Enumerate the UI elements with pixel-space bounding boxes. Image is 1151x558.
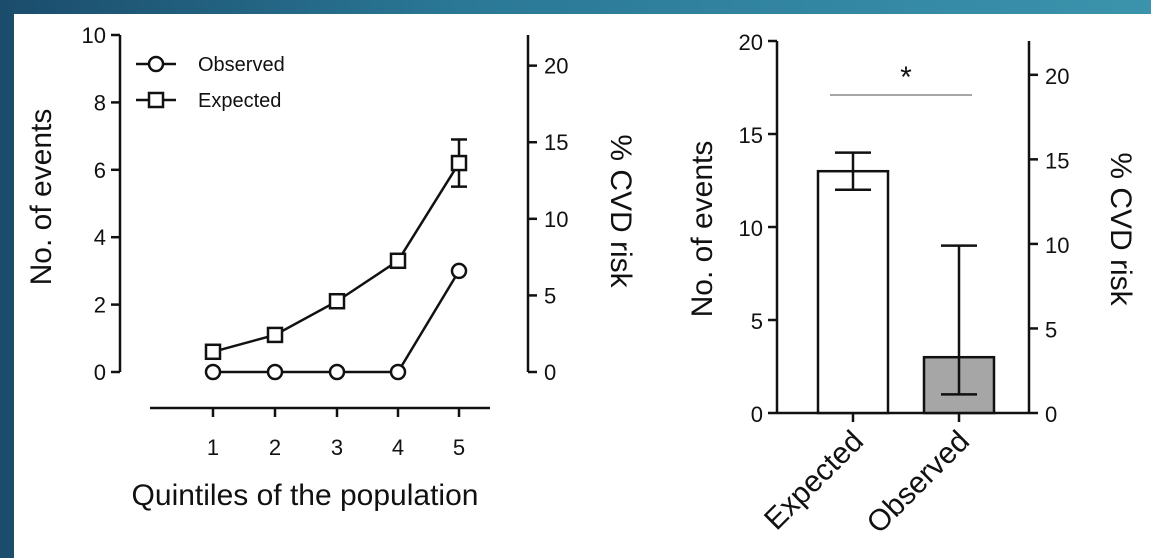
- left-chart-right-y-tick-label: 20: [544, 54, 568, 79]
- legend-label-expected: Expected: [198, 90, 281, 112]
- left-x-axis-title: Quintiles of the population: [132, 479, 479, 512]
- right-chart-y-tick-label: 20: [739, 30, 763, 55]
- data-point-expected: [266, 326, 284, 344]
- legend-label-observed: Observed: [198, 54, 285, 76]
- data-point-expected: [450, 154, 468, 172]
- left-chart-right-y-tick-label: 10: [544, 207, 568, 232]
- right-chart-y-tick-label: 10: [739, 216, 763, 241]
- data-point-expected: [389, 252, 407, 270]
- right-chart-right-y-tick-label: 20: [1045, 64, 1069, 89]
- series-line-expected: [212, 162, 461, 353]
- left-x-tick-label: 4: [392, 435, 404, 460]
- left-y-tick-label: 0: [94, 360, 106, 385]
- bar-expected: [816, 169, 890, 415]
- right-chart-y-tick-label: 5: [751, 309, 763, 334]
- data-point-expected: [204, 343, 222, 361]
- right-chart-right-y-tick-label: 15: [1045, 148, 1069, 173]
- data-point-observed: [266, 363, 284, 381]
- left-y-tick-label: 8: [94, 90, 106, 115]
- series-line-observed: [213, 270, 461, 374]
- legend-marker-expected: [147, 91, 165, 109]
- left-x-tick-label: 1: [207, 435, 219, 460]
- right-chart-right-y-tick-label: 5: [1045, 317, 1057, 342]
- left-x-tick-label: 3: [331, 435, 343, 460]
- data-point-observed: [450, 262, 468, 280]
- right-chart-y-tick-label: 15: [739, 123, 763, 148]
- left-y-tick-label: 4: [94, 225, 106, 250]
- figure-panel: 0 2 4 6 8 10 0 5 10 15 20 1 2 3 4 5 Quintiles of the pop…: [14, 14, 1151, 558]
- data-point-observed: [204, 363, 222, 381]
- left-y-tick-label: 10: [82, 23, 106, 48]
- left-y-tick-label: 6: [94, 158, 106, 183]
- left-chart-right-y-tick-label: 5: [544, 283, 556, 308]
- data-point-observed: [328, 363, 346, 381]
- left-y-axis-title: No. of events: [25, 109, 58, 286]
- left-y-tick-label: 2: [94, 293, 106, 318]
- category-label-expected: Expected: [758, 425, 870, 537]
- right-chart-y-axis-title: No. of events: [686, 141, 719, 318]
- left-chart-right-y-tick-label: 15: [544, 130, 568, 155]
- category-label-observed: Observed: [861, 425, 976, 540]
- chart-canvas: 0 2 4 6 8 10 0 5 10 15 20 1 2 3 4 5 Quintiles of the pop…: [25, 23, 1137, 540]
- legend-marker-observed: [147, 55, 165, 73]
- right-chart-y-tick-label: 0: [751, 402, 763, 427]
- significance-star: *: [900, 61, 912, 94]
- left-x-tick-label: 5: [453, 435, 465, 460]
- right-chart-right-y-tick-label: 0: [1045, 402, 1057, 427]
- data-point-expected: [328, 292, 346, 310]
- left-x-tick-label: 2: [269, 435, 281, 460]
- data-point-observed: [389, 363, 407, 381]
- left-chart-right-y-tick-label: 0: [544, 360, 556, 385]
- left-right-y-axis-title: % CVD risk: [604, 134, 637, 288]
- right-chart-right-y-axis-title: % CVD risk: [1104, 152, 1137, 306]
- right-chart-right-y-tick-label: 10: [1045, 233, 1069, 258]
